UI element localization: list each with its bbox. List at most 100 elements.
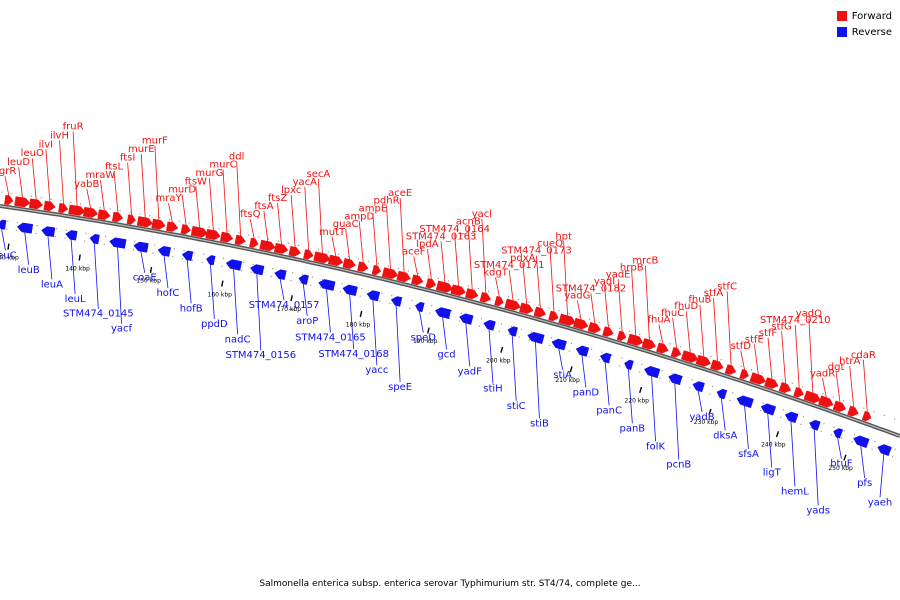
track-dot: [498, 330, 500, 333]
track-dot: [252, 263, 254, 265]
gene-label-acnb: acnB: [456, 216, 481, 227]
scale-tick-label: 250 kbp: [828, 465, 853, 472]
track-dot: [591, 348, 593, 350]
gene-label-stfg: stfG: [771, 321, 791, 332]
track-dot: [528, 339, 530, 341]
leader-line-leul: [70, 238, 76, 294]
leader-line-leuo: [31, 158, 37, 201]
gene-label-stff: stfF: [759, 328, 778, 339]
gene-label-arop: aroP: [296, 316, 318, 327]
legend-forward: Forward: [836, 8, 892, 24]
leader-line-stm474-0164: [454, 233, 460, 287]
leader-line-mraw: [99, 180, 105, 212]
gene-label-fhub: fhuB: [688, 295, 711, 306]
gene-label-leud: leuD: [7, 157, 30, 168]
track-dot: [780, 416, 782, 418]
gene-label-ligt: ligT: [763, 468, 782, 479]
gene-arrow-hofb: [181, 250, 194, 261]
leader-line-ftsz: [277, 202, 282, 245]
scale-tick-mark: [359, 310, 363, 318]
leader-line-pand: [581, 354, 587, 388]
leader-line-stm474-0173: [536, 255, 541, 309]
track-dot: [379, 300, 381, 302]
gene-arrow-dgt: [832, 400, 847, 412]
leader-line-yadg: [576, 300, 582, 321]
gene-arrow-stm474-0163: [435, 280, 454, 293]
gene-label-mutt: mutT: [319, 227, 346, 238]
gene-label-stfd: stfD: [731, 341, 752, 352]
leader-line-stfc: [726, 291, 732, 367]
scale-tick-label: 160 kbp: [208, 291, 233, 298]
track-dot: [720, 359, 722, 361]
gene-arrow-cdar: [861, 410, 872, 422]
gene-label-pfs: pfs: [857, 478, 872, 489]
gene-arrow-sfsa: [736, 395, 754, 409]
track-dot: [407, 270, 409, 272]
gene-arrow-stm474-0157: [274, 269, 287, 280]
track-dot: [317, 249, 320, 251]
scale-tick-mark: [426, 327, 430, 334]
track-dot: [431, 304, 433, 307]
track-dot: [278, 240, 280, 242]
gene-arrow-yadf: [459, 313, 474, 325]
leader-line-stm474-0165: [326, 288, 331, 333]
gene-label-ftsi: ftsI: [120, 153, 135, 164]
track-dot: [833, 426, 835, 428]
leader-line-ddl: [236, 161, 242, 237]
gene-label-pcnb: pcnB: [666, 460, 691, 471]
track-dot: [80, 203, 82, 205]
track-dot: [182, 257, 184, 260]
track-dot: [782, 409, 784, 411]
gene-label-htra: htrA: [839, 356, 860, 367]
track-dot: [873, 411, 875, 413]
track-dot: [222, 257, 224, 259]
gene-arrow-fhud: [680, 350, 699, 363]
gene-label-cdar: cdaR: [851, 350, 876, 361]
gene-label-btuf: btuF: [830, 459, 853, 470]
leader-line-acnb: [467, 226, 473, 291]
track-dot: [598, 321, 601, 323]
track-dot: [740, 365, 742, 367]
gene-label-yadr: yadR: [810, 368, 835, 379]
leader-line-leud: [18, 167, 24, 199]
gene-label-stm474-0145: STM474_0145: [63, 309, 134, 320]
track-dot: [518, 336, 520, 338]
track-dot: [760, 409, 762, 412]
gene-arrow-panc: [599, 352, 612, 364]
leader-line-yacf: [117, 246, 122, 324]
legend-reverse: Reverse: [836, 24, 892, 40]
scale-tick-label: 230 kbp: [694, 419, 719, 426]
gene-arrow-leuc: [0, 219, 7, 230]
gene-arrow-ppdd: [206, 255, 216, 266]
leader-line-fhub: [699, 304, 705, 358]
track-dot: [367, 260, 369, 262]
gene-label-yaeh: yaeh: [868, 497, 893, 508]
scale-tick-label: 180 kbp: [346, 322, 371, 329]
track-dot: [311, 276, 313, 278]
leader-line-stic: [511, 334, 517, 401]
track-dot: [710, 355, 712, 358]
track-dot: [588, 356, 590, 358]
track-dot: [6, 228, 8, 230]
gene-label-yads: yads: [806, 506, 830, 517]
track-dot: [411, 299, 413, 302]
track-dot: [568, 350, 570, 352]
gene-label-acef: aceF: [402, 246, 426, 257]
gene-label-ampd: ampD: [344, 211, 374, 222]
gene-arrow-murd: [180, 224, 191, 235]
gene-label-stm474-0171: STM474_0171: [474, 260, 545, 271]
track-dot: [671, 373, 673, 375]
gene-label-yacf: yacf: [111, 324, 133, 335]
gene-arrow-pfs: [853, 435, 870, 449]
gene-label-dksa: dksA: [713, 430, 737, 441]
track-dot: [508, 296, 510, 298]
track-dot: [498, 293, 500, 295]
track-dot: [751, 369, 753, 371]
track-dot: [762, 402, 764, 404]
gene-label-stih: stiH: [483, 384, 502, 395]
gene-label-ftsa: ftsA: [254, 201, 273, 212]
track-dot: [391, 295, 393, 297]
gene-arrow-arop: [298, 274, 309, 285]
track-dot: [618, 365, 621, 367]
